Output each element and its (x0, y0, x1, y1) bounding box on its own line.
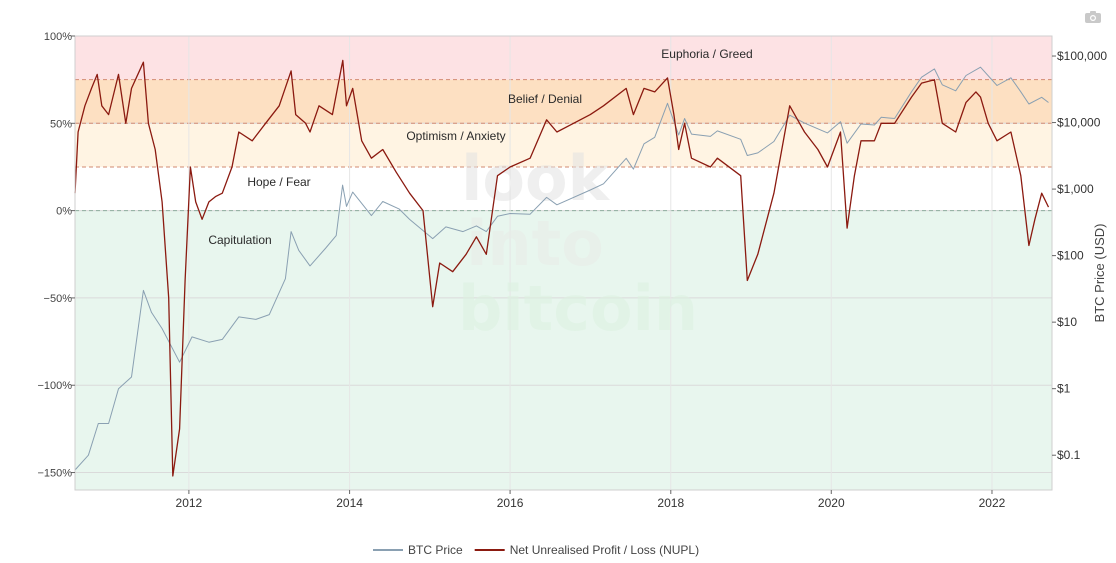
zone-bands (75, 36, 1052, 490)
series-lines (74, 59, 1050, 477)
series-line (74, 59, 1050, 477)
zone-band (75, 210, 1052, 490)
watermark-word: into (466, 207, 604, 280)
legend-label: BTC Price (408, 543, 463, 557)
gridlines (75, 35, 1052, 490)
zone-band (75, 123, 1052, 167)
y-left-tick-label: 100% (44, 31, 72, 43)
y-right-tick-label: $1 (1057, 382, 1071, 396)
series-line (74, 66, 1049, 471)
y-right-tick-label: $10,000 (1057, 116, 1101, 130)
y-left-tick-label: 0% (56, 206, 72, 218)
y-right-tick-label: $1,000 (1057, 182, 1094, 196)
zone-band (75, 166, 1052, 211)
camera-icon[interactable] (1084, 10, 1102, 24)
x-axis: 2012 2014 2016 2018 2020 2022 (176, 490, 1006, 510)
y-right-tick-label: $10 (1057, 315, 1077, 329)
zone-labels: Euphoria / Greed Belief / Denial Optimism … (208, 47, 752, 247)
y-right-tick-label: $100 (1057, 249, 1084, 263)
legend: BTC Price Net Unrealised Profit / Loss (N… (373, 543, 699, 557)
right-axis: $100,000 $10,000 $1,000 $100 $10 $1 $0.1 (1052, 49, 1107, 462)
left-axis: 100% 50% 0% −50% −100% −150% (37, 31, 75, 480)
y-left-tick-label: −150% (37, 468, 72, 480)
zone-band (75, 36, 1052, 80)
right-axis-title: BTC Price (USD) (1092, 224, 1107, 323)
watermark-word: bitcoin (458, 272, 698, 345)
zone-band (75, 79, 1052, 124)
y-left-tick-label: −100% (37, 380, 72, 392)
watermark-word: look (461, 142, 610, 215)
legend-item[interactable]: BTC Price (373, 543, 463, 557)
y-right-tick-label: $0.1 (1057, 448, 1081, 462)
x-tick-label: 2012 (176, 496, 203, 510)
x-tick-label: 2022 (979, 496, 1006, 510)
plot-frame (74, 35, 1053, 491)
zone-label: Capitulation (208, 233, 271, 247)
zone-label: Belief / Denial (508, 92, 582, 106)
y-left-tick-label: 50% (50, 118, 72, 130)
y-left-tick-label: −50% (44, 293, 73, 305)
x-tick-label: 2020 (818, 496, 845, 510)
x-tick-label: 2014 (336, 496, 363, 510)
x-tick-label: 2016 (497, 496, 524, 510)
zone-label: Hope / Fear (247, 175, 310, 189)
legend-item[interactable]: Net Unrealised Profit / Loss (NUPL) (474, 543, 699, 557)
legend-label: Net Unrealised Profit / Loss (NUPL) (510, 543, 699, 557)
x-tick-label: 2018 (657, 496, 684, 510)
y-right-tick-label: $100,000 (1057, 49, 1107, 63)
zone-label: Optimism / Anxiety (406, 129, 505, 143)
zone-label: Euphoria / Greed (661, 47, 752, 61)
